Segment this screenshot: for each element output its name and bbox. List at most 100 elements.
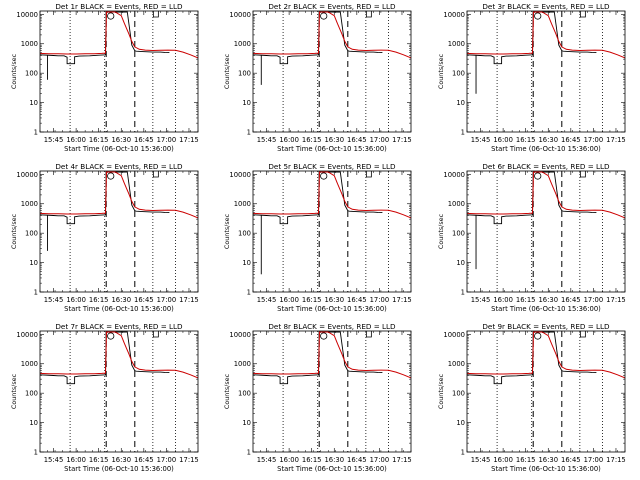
x-axis-label: Start Time (06-Oct-10 15:36:00)	[277, 305, 387, 313]
y-tick-label: 10000	[443, 171, 465, 179]
x-tick-label: 16:45	[134, 456, 154, 464]
x-tick-label: 17:15	[179, 456, 199, 464]
detector-panel: Det 2r BLACK = Events, RED = LLD Counts/s…	[223, 2, 412, 153]
x-axis-label: Start Time (06-Oct-10 15:36:00)	[277, 465, 387, 473]
x-tick-label: 17:15	[392, 136, 412, 144]
x-tick-label: 17:15	[179, 296, 199, 304]
y-tick-label: 1000	[21, 40, 38, 48]
circle-marker	[107, 332, 115, 340]
circle-marker	[107, 12, 115, 20]
x-tick-label: 16:00	[279, 136, 299, 144]
x-tick-label: 15:45	[257, 296, 277, 304]
plot-frame	[252, 170, 412, 293]
y-tick-label: 1	[247, 288, 251, 296]
y-tick-label: 1000	[234, 360, 251, 368]
panel-title: Det 7r BLACK = Events, RED = LLD	[55, 322, 183, 331]
y-tick-label: 10000	[443, 331, 465, 339]
x-tick-label: 15:45	[471, 136, 491, 144]
x-tick-label: 16:00	[493, 136, 513, 144]
y-tick-label: 10000	[229, 11, 251, 19]
panel-title: Det 3r BLACK = Events, RED = LLD	[482, 2, 610, 11]
x-tick-label: 17:00	[157, 456, 177, 464]
y-tick-label: 10	[242, 99, 251, 107]
y-tick-label: 100	[238, 70, 251, 78]
y-tick-label: 10	[242, 419, 251, 427]
x-tick-label: 16:15	[516, 456, 536, 464]
plot-frame	[466, 170, 626, 293]
x-tick-label: 17:00	[370, 456, 390, 464]
circle-marker	[534, 12, 542, 20]
y-tick-label: 1	[34, 288, 38, 296]
x-tick-label: 15:45	[471, 296, 491, 304]
y-tick-label: 10	[456, 259, 465, 267]
plot-frame	[252, 330, 412, 453]
x-tick-label: 16:45	[134, 296, 154, 304]
x-tick-label: 16:00	[279, 456, 299, 464]
x-tick-label: 15:45	[44, 136, 64, 144]
y-tick-label: 1000	[448, 40, 465, 48]
x-axis-label: Start Time (06-Oct-10 15:36:00)	[277, 145, 387, 153]
y-tick-label: 100	[238, 390, 251, 398]
y-tick-label: 1	[247, 128, 251, 136]
circle-marker	[320, 332, 328, 340]
y-axis-label: Counts/sec	[223, 213, 231, 249]
panel-title: Det 9r BLACK = Events, RED = LLD	[482, 322, 610, 331]
x-tick-label: 17:15	[179, 136, 199, 144]
lld-series-line	[40, 331, 198, 379]
x-tick-label: 17:00	[584, 136, 604, 144]
y-tick-label: 10	[456, 419, 465, 427]
detector-panel: Det 3r BLACK = Events, RED = LLD Counts/s…	[437, 2, 626, 153]
detector-panel: Det 1r BLACK = Events, RED = LLD Counts/s…	[10, 2, 199, 153]
x-tick-label: 16:45	[561, 456, 581, 464]
x-tick-label: 17:00	[157, 296, 177, 304]
x-tick-label: 16:30	[324, 456, 344, 464]
x-tick-label: 16:15	[516, 136, 536, 144]
x-tick-label: 16:30	[111, 456, 131, 464]
y-tick-label: 10000	[16, 171, 38, 179]
x-tick-label: 17:00	[584, 296, 604, 304]
x-axis-label: Start Time (06-Oct-10 15:36:00)	[64, 465, 174, 473]
x-tick-label: 16:30	[324, 296, 344, 304]
x-tick-label: 16:30	[324, 136, 344, 144]
detector-panel: Det 6r BLACK = Events, RED = LLD Counts/s…	[437, 162, 626, 313]
panel-title: Det 8r BLACK = Events, RED = LLD	[268, 322, 396, 331]
x-tick-label: 16:15	[302, 456, 322, 464]
y-axis-label: Counts/sec	[10, 373, 18, 409]
lld-series-line	[467, 171, 625, 219]
y-tick-label: 1	[461, 288, 465, 296]
plot-frame	[252, 10, 412, 133]
plot-frame	[39, 10, 199, 133]
x-tick-label: 16:45	[347, 296, 367, 304]
panels-group: Det 1r BLACK = Events, RED = LLD Counts/s…	[10, 2, 626, 473]
x-axis-label: Start Time (06-Oct-10 15:36:00)	[491, 145, 601, 153]
x-tick-label: 16:00	[493, 456, 513, 464]
circle-marker	[320, 12, 328, 20]
y-axis-label: Counts/sec	[223, 373, 231, 409]
y-tick-label: 1	[34, 128, 38, 136]
bracket-marker	[152, 11, 159, 18]
y-tick-label: 1	[34, 448, 38, 456]
lld-series-line	[467, 11, 625, 59]
x-tick-label: 16:45	[347, 136, 367, 144]
y-tick-label: 1000	[448, 360, 465, 368]
y-tick-label: 10000	[16, 331, 38, 339]
panel-title: Det 6r BLACK = Events, RED = LLD	[482, 162, 610, 171]
lld-series-line	[40, 11, 198, 59]
y-tick-label: 100	[452, 390, 465, 398]
bracket-marker	[365, 11, 372, 18]
x-tick-label: 16:30	[538, 296, 558, 304]
y-axis-label: Counts/sec	[437, 213, 445, 249]
x-tick-label: 15:45	[44, 456, 64, 464]
bracket-marker	[579, 11, 586, 18]
x-tick-label: 16:45	[134, 136, 154, 144]
detector-panel: Det 7r BLACK = Events, RED = LLD Counts/s…	[10, 322, 199, 473]
panel-title: Det 4r BLACK = Events, RED = LLD	[55, 162, 183, 171]
lld-series-line	[253, 11, 411, 59]
y-tick-label: 10000	[443, 11, 465, 19]
circle-marker	[107, 172, 115, 180]
plot-frame	[466, 10, 626, 133]
y-tick-label: 10000	[229, 171, 251, 179]
x-tick-label: 17:15	[606, 456, 626, 464]
